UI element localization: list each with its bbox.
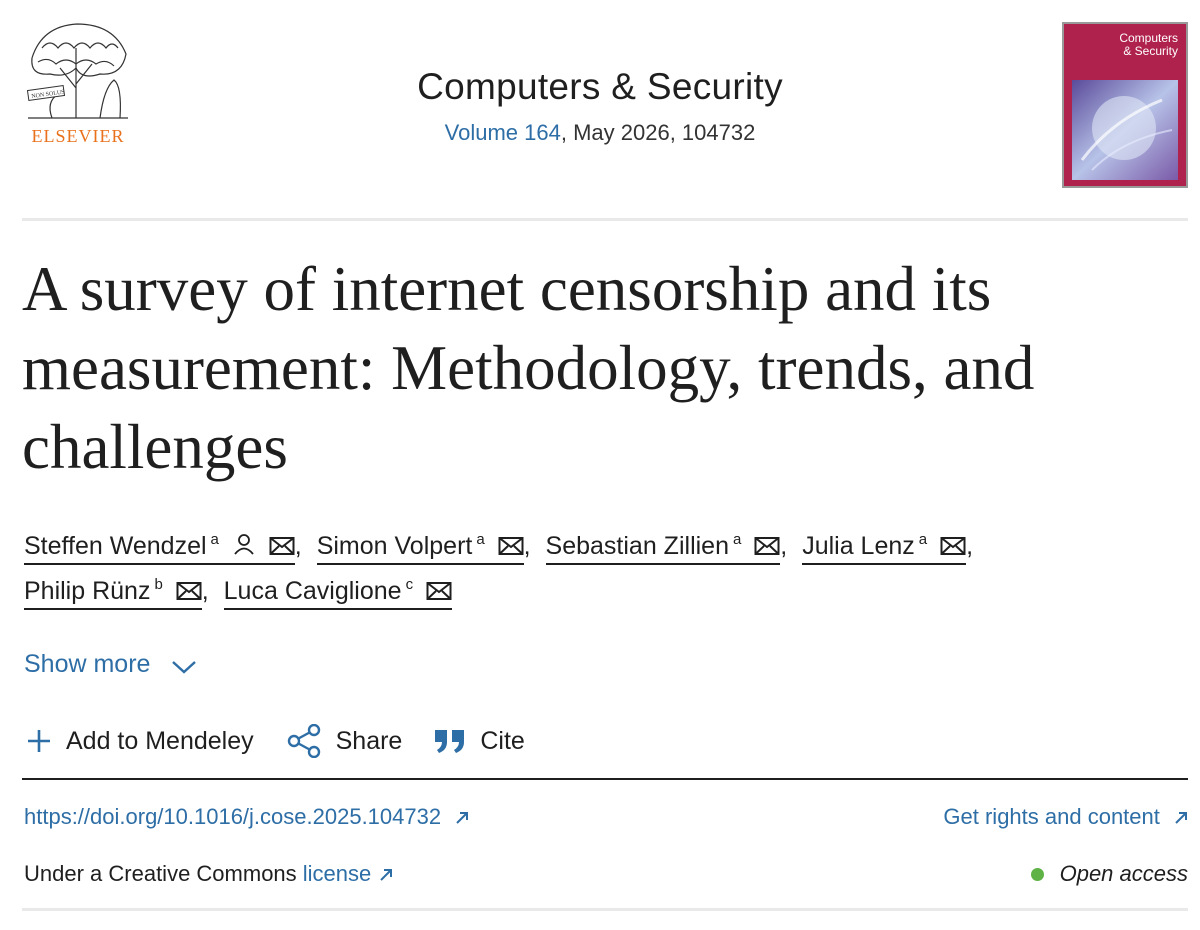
mendeley-label: Add to Mendeley xyxy=(66,726,254,755)
actions-divider xyxy=(22,778,1188,780)
header-divider xyxy=(22,218,1188,221)
rights-text: Get rights and content xyxy=(943,804,1160,829)
journal-cover[interactable]: Computers & Security xyxy=(1062,22,1188,188)
mail-icon xyxy=(269,537,295,555)
get-rights-link[interactable]: Get rights and content xyxy=(943,804,1188,830)
author-name: Simon Volpert xyxy=(316,532,473,560)
add-to-mendeley-button[interactable]: Add to Mendeley xyxy=(26,727,254,756)
cover-title: Computers & Security xyxy=(1119,32,1178,58)
mail-icon xyxy=(754,537,780,555)
author-link[interactable]: Luca Caviglione c xyxy=(223,570,453,610)
quote-icon xyxy=(435,730,465,753)
cover-title-line1: Computers xyxy=(1119,31,1178,45)
affiliation-marker: a xyxy=(918,531,928,548)
share-button[interactable]: Share xyxy=(286,724,403,758)
author-name: Steffen Wendzel xyxy=(24,532,207,560)
elsevier-wordmark: ELSEVIER xyxy=(31,126,125,146)
mail-icon xyxy=(498,537,524,555)
issue-info: Volume 164, May 2026, 104732 xyxy=(300,120,900,146)
footer-divider xyxy=(22,908,1188,911)
cover-image xyxy=(1072,80,1178,180)
author-list: Steffen Wendzel a , Simon Volpert a , Seba… xyxy=(24,524,1184,614)
author-separator: , xyxy=(201,577,209,605)
show-more-label: Show more xyxy=(24,650,151,678)
open-access-label: Open access xyxy=(1059,861,1188,886)
share-icon xyxy=(287,724,320,758)
journal-header: Computers & Security Volume 164, May 202… xyxy=(300,66,900,146)
volume-link[interactable]: Volume 164 xyxy=(444,120,561,145)
mail-icon xyxy=(426,582,452,600)
mail-icon xyxy=(940,537,966,555)
journal-title[interactable]: Computers & Security xyxy=(417,66,783,107)
elsevier-logo[interactable]: NON SOLUS ELSEVIER xyxy=(22,18,134,148)
article-title: A survey of internet censorship and its … xyxy=(22,254,1035,482)
doi-link[interactable]: https://doi.org/10.1016/j.cose.2025.1047… xyxy=(24,804,469,830)
affiliation-marker: a xyxy=(476,531,485,548)
issue-details: , May 2026, 104732 xyxy=(560,120,756,145)
elsevier-tree-logo: NON SOLUS xyxy=(26,23,128,119)
person-icon xyxy=(234,534,254,555)
affiliation-marker: b xyxy=(154,576,163,593)
show-more-button[interactable]: Show more xyxy=(24,650,197,679)
author-name: Philip Rünz xyxy=(24,577,151,605)
cite-button[interactable]: Cite xyxy=(434,726,525,756)
author-name: Sebastian Zillien xyxy=(545,532,729,560)
external-link-icon xyxy=(380,869,393,881)
license-link[interactable]: license xyxy=(303,861,393,886)
author-separator: , xyxy=(523,532,531,560)
license-statement: Under a Creative Commons license xyxy=(24,861,393,887)
share-label: Share xyxy=(335,726,403,755)
affiliation-marker: a xyxy=(732,531,742,548)
plus-icon xyxy=(28,730,50,752)
article-actions: Add to Mendeley Share Cite xyxy=(26,724,557,758)
cite-label: Cite xyxy=(480,726,525,755)
doi-text: https://doi.org/10.1016/j.cose.2025.1047… xyxy=(24,804,442,829)
chevron-down-icon xyxy=(172,661,197,674)
author-link[interactable]: Philip Rünz b xyxy=(24,570,202,610)
open-access-badge: Open access xyxy=(1030,861,1188,887)
license-link-text: license xyxy=(302,861,372,886)
author-name: Luca Caviglione xyxy=(223,577,402,605)
open-access-dot xyxy=(1030,867,1044,881)
author-link[interactable]: Julia Lenz a xyxy=(802,525,967,565)
author-name: Julia Lenz xyxy=(802,532,915,560)
external-link-icon xyxy=(1175,812,1187,824)
affiliation-marker: a xyxy=(210,531,219,548)
author-separator: , xyxy=(294,532,302,560)
author-separator: , xyxy=(966,532,974,560)
external-link-icon xyxy=(456,812,469,824)
author-link[interactable]: Simon Volpert a xyxy=(316,525,524,565)
author-link[interactable]: Sebastian Zillien a xyxy=(545,525,781,565)
author-link[interactable]: Steffen Wendzel a xyxy=(24,525,295,565)
affiliation-marker: c xyxy=(405,576,414,593)
mail-icon xyxy=(176,582,202,600)
author-separator: , xyxy=(780,532,788,560)
license-prefix: Under a Creative Commons xyxy=(24,861,303,886)
svg-text:NON SOLUS: NON SOLUS xyxy=(31,89,65,100)
cover-title-line2: & Security xyxy=(1123,44,1178,58)
